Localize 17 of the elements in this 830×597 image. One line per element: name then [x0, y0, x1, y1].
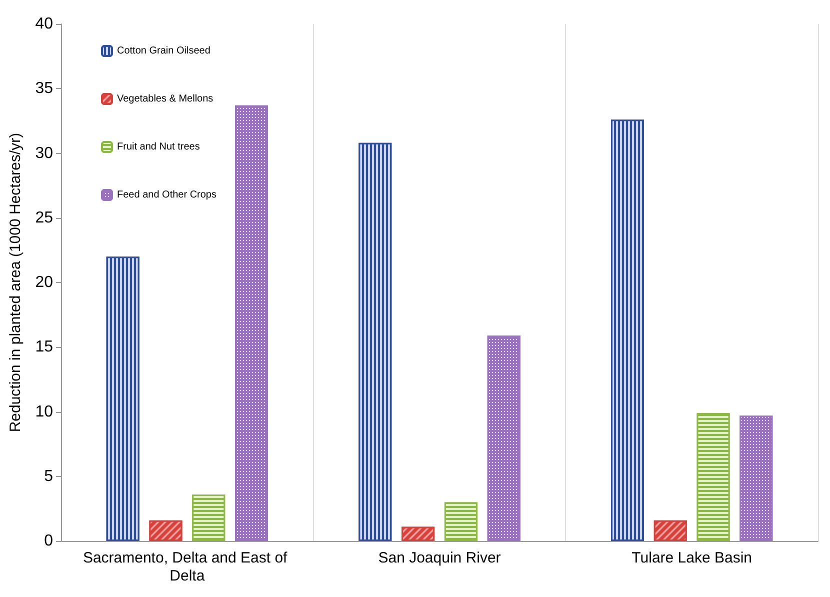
legend-label: Cotton Grain Oilseed — [117, 46, 210, 56]
x-tick-label: San Joaquin River — [378, 550, 501, 566]
legend-label: Vegetables & Mellons — [117, 94, 214, 104]
legend-label: Fruit and Nut trees — [117, 142, 200, 152]
legend-label: Feed and Other Crops — [117, 190, 216, 200]
y-tick-label: 40 — [35, 16, 54, 32]
x-tick-label: Tulare Lake Basin — [632, 550, 752, 566]
y-tick-label: 10 — [35, 403, 54, 420]
y-tick-label: 20 — [35, 274, 54, 291]
y-tick-label: 30 — [35, 144, 54, 162]
y-tick-label: 5 — [44, 468, 54, 485]
y-axis-title: Reduction in planted area (1000 Hectares/yr) — [7, 132, 24, 432]
x-tick-label: Sacramento, Delta and East of Delta — [82, 550, 292, 584]
y-tick-label: 0 — [44, 532, 54, 550]
y-tick-label: 35 — [35, 80, 54, 98]
y-tick-label: 15 — [35, 338, 54, 356]
y-tick-label: 25 — [35, 209, 54, 226]
